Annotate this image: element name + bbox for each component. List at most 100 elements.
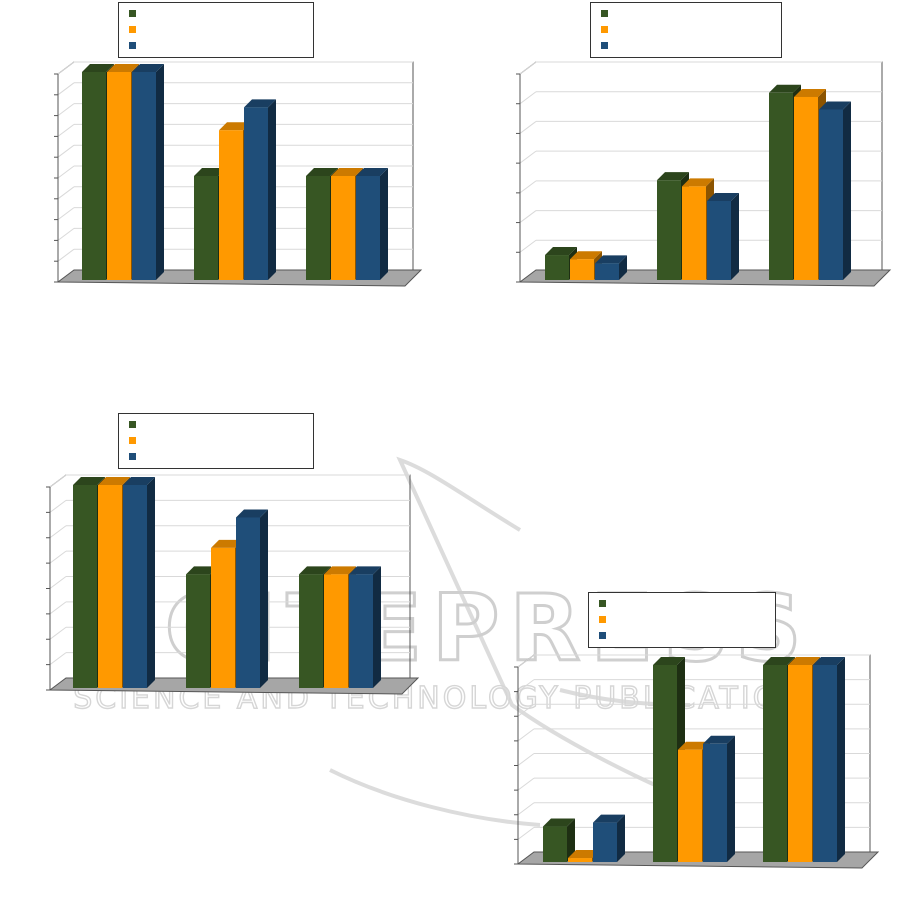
- bar-top: [356, 168, 388, 176]
- bar: [132, 64, 164, 280]
- legend-swatch: [601, 9, 608, 17]
- bar-top: [194, 168, 226, 176]
- bar-top: [299, 566, 331, 575]
- bar-side: [156, 64, 164, 280]
- bar-front: [73, 485, 97, 688]
- bar-top: [324, 566, 356, 575]
- bar-side: [727, 735, 735, 862]
- bar-top: [707, 192, 739, 201]
- gridline-side: [517, 654, 535, 668]
- bar-top: [132, 64, 164, 72]
- bar-front: [813, 665, 837, 862]
- bar-front: [570, 259, 594, 280]
- bar-side: [373, 566, 381, 688]
- bar-side: [260, 509, 268, 688]
- gridline-side: [519, 61, 537, 75]
- gridline-side: [517, 777, 535, 791]
- gridline-side: [49, 576, 67, 589]
- bar-top: [73, 477, 105, 485]
- bar-top: [657, 172, 689, 181]
- bar: [703, 735, 735, 862]
- bar: [236, 509, 268, 688]
- bar-top: [244, 99, 276, 108]
- gridline-side: [49, 601, 67, 615]
- gridline-side: [49, 499, 67, 513]
- bar: [595, 255, 627, 280]
- gridline-side: [517, 826, 535, 840]
- bar-front: [186, 574, 210, 688]
- bar-front: [123, 485, 147, 688]
- gridline-side: [57, 144, 75, 158]
- bar-front: [349, 574, 373, 688]
- bar-side: [731, 192, 739, 280]
- bar: [593, 814, 625, 862]
- bar: [244, 99, 276, 280]
- gridline-side: [57, 248, 75, 262]
- gridline-side: [57, 227, 75, 241]
- legend-swatch: [599, 631, 606, 639]
- bar-side: [567, 818, 575, 862]
- bar-top: [682, 178, 714, 187]
- bar-front: [219, 130, 243, 280]
- legend-item: [601, 5, 771, 21]
- bar-side: [268, 99, 276, 280]
- bar: [356, 168, 388, 280]
- bar: [813, 657, 845, 862]
- legend-swatch: [599, 615, 606, 623]
- bar-top: [593, 814, 625, 823]
- bar-front: [82, 72, 106, 280]
- legend-item: [129, 448, 303, 464]
- bar-front: [657, 180, 681, 280]
- gridline-side: [519, 121, 537, 134]
- legend-item: [599, 611, 765, 627]
- bar-top: [813, 657, 845, 665]
- bar-front: [306, 176, 330, 280]
- gridline-side: [517, 679, 535, 693]
- legend-item: [129, 416, 303, 432]
- legend-swatch: [129, 41, 136, 49]
- bar-front: [299, 574, 323, 688]
- bar-front: [595, 263, 619, 280]
- gridline-side: [519, 91, 537, 105]
- legend-item: [129, 5, 303, 21]
- bar-front: [331, 176, 355, 280]
- chart-1-legend: [118, 2, 314, 58]
- gridline-side: [57, 82, 75, 96]
- bar-front: [236, 517, 260, 688]
- legend-item: [129, 432, 303, 448]
- bar-front: [568, 858, 592, 862]
- bar-top: [331, 168, 363, 176]
- bar-front: [211, 547, 235, 688]
- legend-swatch: [129, 436, 136, 444]
- bar: [819, 101, 851, 280]
- bar-front: [543, 826, 567, 862]
- legend-swatch: [129, 9, 136, 17]
- bar-front: [763, 665, 787, 862]
- bar-front: [769, 92, 793, 280]
- bar-top: [123, 477, 155, 485]
- bar-top: [545, 247, 577, 256]
- gridline-side: [519, 180, 537, 194]
- legend-swatch: [601, 41, 608, 49]
- bar-side: [619, 255, 627, 280]
- bar-side: [617, 814, 625, 862]
- bar-front: [678, 749, 702, 862]
- gridline-side: [57, 103, 75, 116]
- bar-side: [843, 101, 851, 280]
- gridline-side: [519, 239, 537, 253]
- bar-top: [219, 122, 251, 131]
- bar-top: [568, 850, 600, 859]
- bar: [349, 566, 381, 688]
- chart-4-legend: [588, 592, 776, 648]
- gridline-side: [517, 728, 535, 742]
- legend-item: [601, 37, 771, 53]
- bar-front: [194, 176, 218, 280]
- bar-top: [819, 101, 851, 110]
- bar-top: [186, 566, 218, 575]
- gridline-side: [57, 124, 75, 137]
- gridline-side: [517, 802, 535, 816]
